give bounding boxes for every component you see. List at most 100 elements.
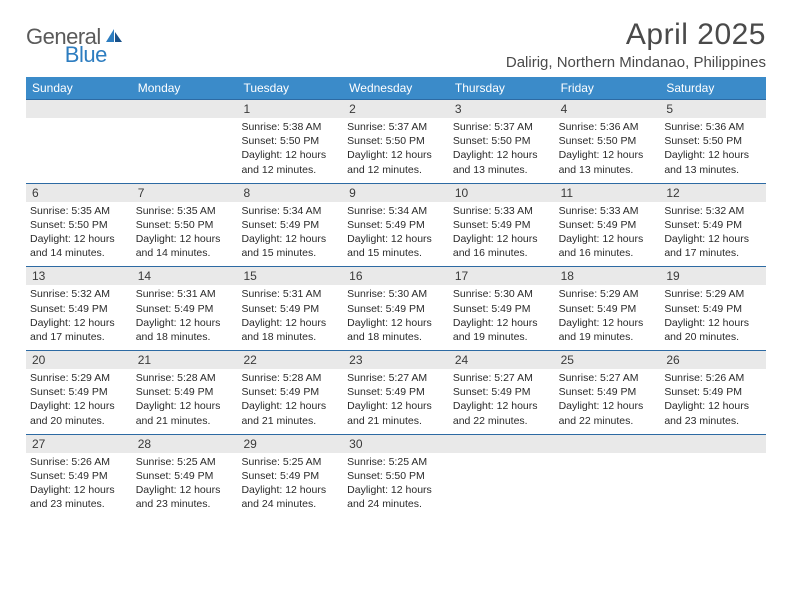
day-cell [449,453,555,518]
day-cell: Sunrise: 5:32 AMSunset: 5:49 PMDaylight:… [26,285,132,350]
day-number: 22 [237,351,343,369]
day-number: 27 [26,435,132,453]
day-cell: Sunrise: 5:31 AMSunset: 5:49 PMDaylight:… [237,285,343,350]
day-cell: Sunrise: 5:37 AMSunset: 5:50 PMDaylight:… [449,118,555,183]
daylight-line: Daylight: 12 hours and 21 minutes. [347,399,445,427]
daylight-line: Daylight: 12 hours and 14 minutes. [30,232,128,260]
sunset-line: Sunset: 5:49 PM [664,302,762,316]
daylight-line: Daylight: 12 hours and 13 minutes. [664,148,762,176]
day-cell: Sunrise: 5:30 AMSunset: 5:49 PMDaylight:… [343,285,449,350]
day-number: 24 [449,351,555,369]
day-cell: Sunrise: 5:33 AMSunset: 5:49 PMDaylight:… [555,202,661,267]
day-cell [555,453,661,518]
sunrise-line: Sunrise: 5:37 AM [347,120,445,134]
daylight-line: Daylight: 12 hours and 23 minutes. [136,483,234,511]
sunrise-line: Sunrise: 5:33 AM [559,204,657,218]
sunrise-line: Sunrise: 5:25 AM [347,455,445,469]
daylight-line: Daylight: 12 hours and 13 minutes. [453,148,551,176]
day-cell: Sunrise: 5:36 AMSunset: 5:50 PMDaylight:… [660,118,766,183]
daylight-line: Daylight: 12 hours and 15 minutes. [241,232,339,260]
daylight-line: Daylight: 12 hours and 15 minutes. [347,232,445,260]
day-cell: Sunrise: 5:26 AMSunset: 5:49 PMDaylight:… [660,369,766,434]
daylight-line: Daylight: 12 hours and 20 minutes. [30,399,128,427]
day-number: 8 [237,184,343,202]
day-cell: Sunrise: 5:33 AMSunset: 5:49 PMDaylight:… [449,202,555,267]
sunrise-line: Sunrise: 5:33 AM [453,204,551,218]
day-cell: Sunrise: 5:37 AMSunset: 5:50 PMDaylight:… [343,118,449,183]
sunrise-line: Sunrise: 5:32 AM [664,204,762,218]
sunset-line: Sunset: 5:49 PM [241,385,339,399]
logo: General Blue [26,18,171,50]
sunset-line: Sunset: 5:50 PM [664,134,762,148]
sunset-line: Sunset: 5:49 PM [559,385,657,399]
daylight-line: Daylight: 12 hours and 21 minutes. [241,399,339,427]
dow-cell: Tuesday [237,77,343,99]
week-row: 12345Sunrise: 5:38 AMSunset: 5:50 PMDayl… [26,99,766,183]
dow-header-row: SundayMondayTuesdayWednesdayThursdayFrid… [26,77,766,99]
day-cell: Sunrise: 5:25 AMSunset: 5:49 PMDaylight:… [237,453,343,518]
sunset-line: Sunset: 5:49 PM [347,218,445,232]
daynum-row: 20212223242526 [26,351,766,369]
day-cell [26,118,132,183]
day-cell: Sunrise: 5:31 AMSunset: 5:49 PMDaylight:… [132,285,238,350]
dow-cell: Saturday [660,77,766,99]
daylight-line: Daylight: 12 hours and 18 minutes. [241,316,339,344]
sunset-line: Sunset: 5:49 PM [664,385,762,399]
day-number: 3 [449,100,555,118]
sunset-line: Sunset: 5:49 PM [347,302,445,316]
day-cell: Sunrise: 5:35 AMSunset: 5:50 PMDaylight:… [26,202,132,267]
sunset-line: Sunset: 5:49 PM [30,302,128,316]
sunset-line: Sunset: 5:49 PM [241,302,339,316]
sunset-line: Sunset: 5:49 PM [30,469,128,483]
sunrise-line: Sunrise: 5:29 AM [664,287,762,301]
day-cell: Sunrise: 5:26 AMSunset: 5:49 PMDaylight:… [26,453,132,518]
day-number: 2 [343,100,449,118]
sunrise-line: Sunrise: 5:37 AM [453,120,551,134]
daylight-line: Daylight: 12 hours and 24 minutes. [241,483,339,511]
sunset-line: Sunset: 5:50 PM [347,134,445,148]
day-number: 7 [132,184,238,202]
day-cell: Sunrise: 5:27 AMSunset: 5:49 PMDaylight:… [555,369,661,434]
sunset-line: Sunset: 5:49 PM [136,302,234,316]
sunrise-line: Sunrise: 5:27 AM [453,371,551,385]
day-number: 23 [343,351,449,369]
daylight-line: Daylight: 12 hours and 22 minutes. [453,399,551,427]
sunrise-line: Sunrise: 5:34 AM [347,204,445,218]
day-number [555,435,661,453]
sunrise-line: Sunrise: 5:28 AM [136,371,234,385]
sunrise-line: Sunrise: 5:36 AM [664,120,762,134]
daylight-line: Daylight: 12 hours and 19 minutes. [453,316,551,344]
sunset-line: Sunset: 5:49 PM [136,385,234,399]
sunset-line: Sunset: 5:49 PM [453,218,551,232]
day-number: 26 [660,351,766,369]
day-number [449,435,555,453]
content-row: Sunrise: 5:38 AMSunset: 5:50 PMDaylight:… [26,118,766,183]
sunset-line: Sunset: 5:49 PM [136,469,234,483]
sunset-line: Sunset: 5:49 PM [559,302,657,316]
daylight-line: Daylight: 12 hours and 23 minutes. [30,483,128,511]
header: General Blue April 2025 Dalirig, Norther… [26,18,766,71]
sunrise-line: Sunrise: 5:29 AM [30,371,128,385]
day-number: 10 [449,184,555,202]
sunset-line: Sunset: 5:50 PM [559,134,657,148]
day-number: 18 [555,267,661,285]
daynum-row: 12345 [26,100,766,118]
day-number: 4 [555,100,661,118]
sunset-line: Sunset: 5:49 PM [559,218,657,232]
day-cell [132,118,238,183]
daylight-line: Daylight: 12 hours and 24 minutes. [347,483,445,511]
sunset-line: Sunset: 5:50 PM [30,218,128,232]
day-number: 5 [660,100,766,118]
day-number [132,100,238,118]
daylight-line: Daylight: 12 hours and 12 minutes. [347,148,445,176]
day-cell: Sunrise: 5:29 AMSunset: 5:49 PMDaylight:… [26,369,132,434]
sunrise-line: Sunrise: 5:35 AM [136,204,234,218]
sunrise-line: Sunrise: 5:31 AM [241,287,339,301]
sunrise-line: Sunrise: 5:36 AM [559,120,657,134]
location-subtitle: Dalirig, Northern Mindanao, Philippines [506,54,766,71]
sunset-line: Sunset: 5:50 PM [347,469,445,483]
daylight-line: Daylight: 12 hours and 13 minutes. [559,148,657,176]
sunrise-line: Sunrise: 5:26 AM [664,371,762,385]
day-number: 29 [237,435,343,453]
sunset-line: Sunset: 5:50 PM [136,218,234,232]
